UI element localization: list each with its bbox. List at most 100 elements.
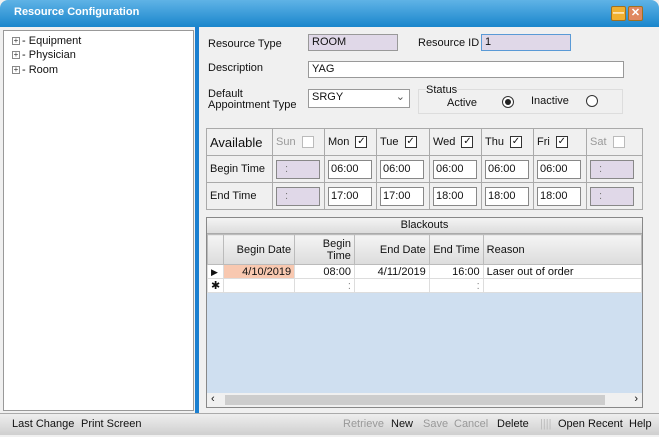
appt-type-label: Default Appointment Type — [208, 88, 297, 111]
resource-id-label: Resource ID — [418, 37, 480, 49]
cancel-button[interactable]: Cancel — [454, 418, 489, 430]
sat-end-field: : — [590, 186, 634, 206]
end-date-cell[interactable] — [353, 278, 430, 293]
inactive-label: Inactive — [531, 95, 569, 107]
tue-begin-field[interactable]: 06:00 — [380, 159, 424, 179]
tue-end-field[interactable]: 17:00 — [380, 186, 424, 206]
open-recent-button[interactable]: Open Recent — [558, 418, 623, 430]
available-header: Available — [206, 128, 273, 156]
print-screen-button[interactable]: Print Screen — [81, 418, 142, 430]
new-button[interactable]: New — [391, 418, 414, 430]
title-bar: Resource Configuration — ✕ — [0, 0, 659, 27]
day-label: Wed — [433, 135, 456, 148]
thu-end-field[interactable]: 18:00 — [485, 186, 529, 206]
col-begin-time[interactable]: Begin Time — [294, 234, 355, 265]
begin-time-cell[interactable]: : — [294, 278, 355, 293]
mon-begin-field[interactable]: 06:00 — [328, 159, 372, 179]
inactive-radio[interactable] — [586, 95, 598, 107]
tree-item-room[interactable]: + - Room — [12, 64, 59, 76]
blackouts-grid[interactable]: Blackouts Begin Date Begin Time End Date… — [206, 217, 643, 408]
close-button[interactable]: ✕ — [628, 6, 643, 21]
active-label: Active — [447, 97, 477, 109]
end-date-cell[interactable]: 4/11/2019 — [353, 264, 430, 279]
begin-date-cell[interactable] — [223, 278, 296, 293]
help-button[interactable]: Help — [629, 418, 652, 430]
sun-checkbox[interactable] — [301, 136, 314, 149]
new-row[interactable]: ✱ : : — [206, 278, 643, 293]
day-label: Fri — [537, 135, 550, 148]
tree-item-label: Equipment — [28, 35, 82, 47]
table-row[interactable]: ▶ 4/10/2019 08:00 4/11/2019 16:00 Laser … — [206, 264, 643, 279]
separator-icon: |||| — [540, 418, 552, 430]
retrieve-button[interactable]: Retrieve — [343, 418, 384, 430]
bottom-toolbar: Last Change Print Screen Retrieve New Sa… — [0, 413, 659, 435]
wed-checkbox[interactable]: ✓ — [461, 136, 474, 149]
resource-id-field[interactable]: 1 — [481, 34, 571, 51]
thu-begin-field[interactable]: 06:00 — [485, 159, 529, 179]
col-reason[interactable]: Reason — [482, 234, 643, 265]
day-thu: Thu ✓ — [481, 128, 534, 156]
resource-tree[interactable]: + - Equipment + - Physician + - Room — [3, 30, 194, 411]
mon-end-field[interactable]: 17:00 — [328, 186, 372, 206]
delete-button[interactable]: Delete — [497, 418, 529, 430]
fri-begin-field[interactable]: 06:00 — [537, 159, 581, 179]
expand-icon[interactable]: + — [12, 65, 20, 75]
col-end-time[interactable]: End Time — [428, 234, 484, 265]
window-title: Resource Configuration — [14, 6, 140, 18]
thu-checkbox[interactable]: ✓ — [509, 136, 522, 149]
appt-type-value: SRGY — [312, 91, 344, 103]
last-change-button[interactable]: Last Change — [12, 418, 75, 430]
end-time-cell[interactable]: 16:00 — [428, 264, 484, 279]
end-time-label: End Time — [206, 182, 273, 210]
scroll-right-icon[interactable]: › — [634, 393, 638, 405]
new-row-icon: ✱ — [206, 278, 225, 293]
sat-checkbox[interactable] — [612, 136, 625, 149]
appt-type-select[interactable]: SRGY ⌄ — [308, 89, 410, 108]
scroll-left-icon[interactable]: ‹ — [211, 393, 215, 405]
description-label: Description — [208, 62, 264, 74]
day-label: Mon — [328, 135, 350, 148]
minimize-button[interactable]: — — [611, 6, 626, 21]
blackouts-title: Blackouts — [207, 218, 642, 234]
day-label: Tue — [380, 135, 399, 148]
active-radio[interactable] — [502, 96, 514, 108]
wed-end-field[interactable]: 18:00 — [433, 186, 477, 206]
availability-grid: Available Sun Mon ✓ Tue ✓ Wed ✓ Thu ✓ Fri ✓ S… — [206, 128, 643, 210]
mon-checkbox[interactable]: ✓ — [355, 136, 368, 149]
col-begin-date[interactable]: Begin Date — [223, 234, 296, 265]
splitter[interactable] — [195, 27, 199, 413]
tue-checkbox[interactable]: ✓ — [404, 136, 417, 149]
day-label: Sun — [276, 135, 296, 148]
fri-checkbox[interactable]: ✓ — [555, 136, 568, 149]
day-label: Sat — [590, 135, 607, 148]
description-field[interactable]: YAG — [308, 61, 624, 78]
day-sun: Sun — [272, 128, 325, 156]
wed-begin-field[interactable]: 06:00 — [433, 159, 477, 179]
expand-icon[interactable]: + — [12, 50, 20, 60]
day-fri: Fri ✓ — [533, 128, 587, 156]
sun-begin-field: : — [276, 159, 320, 179]
reason-cell[interactable]: Laser out of order — [482, 264, 643, 279]
scroll-thumb[interactable] — [225, 395, 605, 405]
save-button[interactable]: Save — [423, 418, 449, 430]
expand-icon[interactable]: + — [12, 36, 20, 46]
reason-cell[interactable] — [482, 278, 643, 293]
fri-end-field[interactable]: 18:00 — [537, 186, 581, 206]
day-tue: Tue ✓ — [376, 128, 430, 156]
begin-date-cell[interactable]: 4/10/2019 — [223, 264, 296, 279]
begin-time-label: Begin Time — [206, 155, 273, 183]
resource-type-label: Resource Type — [208, 38, 282, 50]
resource-type-field: ROOM — [308, 34, 398, 51]
sun-end-field: : — [276, 186, 320, 206]
begin-time-cell[interactable]: 08:00 — [294, 264, 355, 279]
tree-item-label: Physician — [28, 49, 76, 61]
col-end-date[interactable]: End Date — [353, 234, 430, 265]
horizontal-scrollbar[interactable]: ‹ › — [207, 393, 642, 407]
tree-item-physician[interactable]: + - Physician — [12, 49, 76, 61]
end-time-cell[interactable]: : — [428, 278, 484, 293]
status-label: Status — [426, 84, 458, 96]
day-sat: Sat — [586, 128, 643, 156]
chevron-down-icon: ⌄ — [395, 91, 405, 103]
day-mon: Mon ✓ — [324, 128, 377, 156]
tree-item-equipment[interactable]: + - Equipment — [12, 35, 82, 47]
